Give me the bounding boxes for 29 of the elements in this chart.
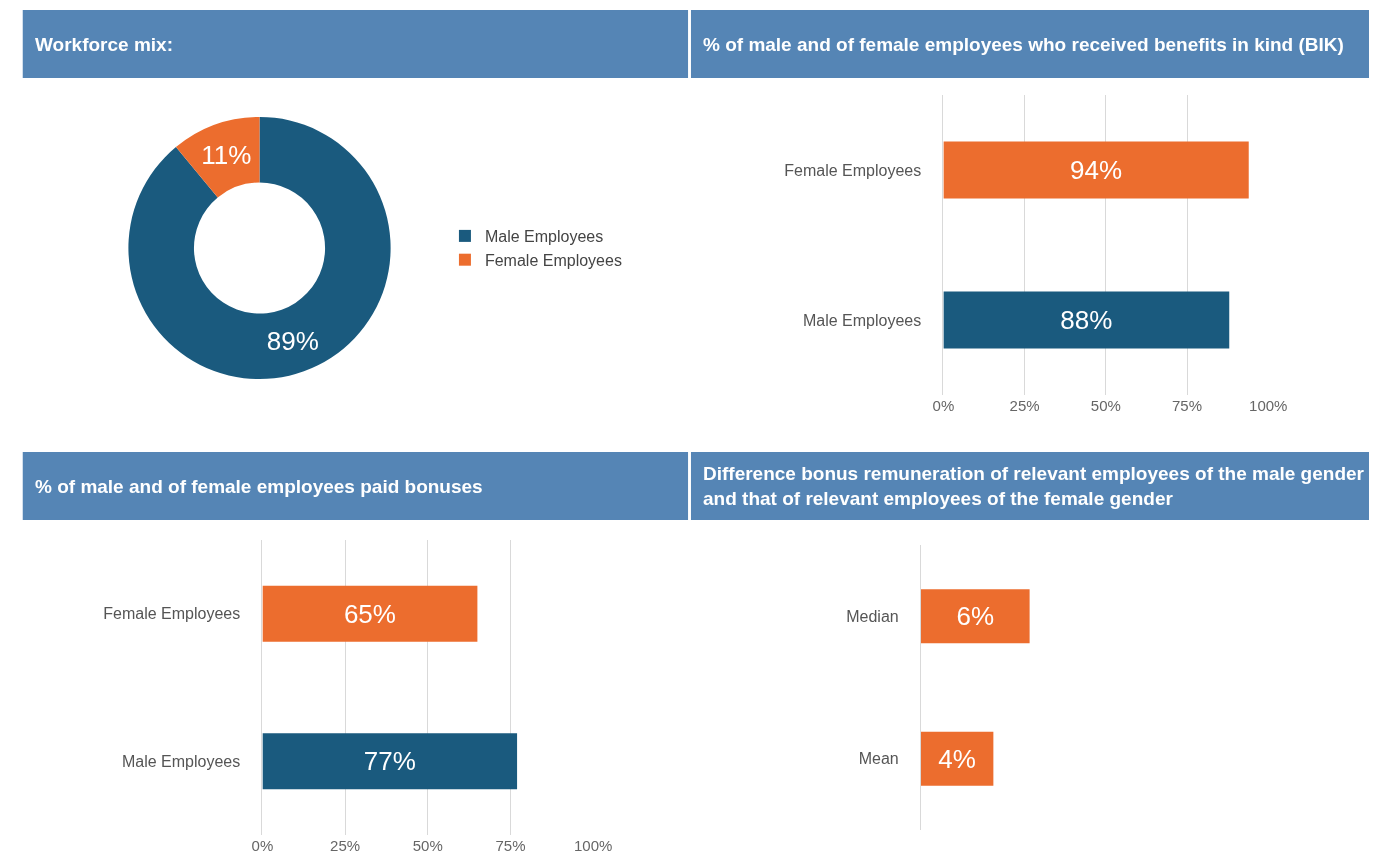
chart-title: Difference bonus remuneration of relevant employees of the male gender and that of relevant employees of the female gender <box>703 463 1365 509</box>
chart-title: % of male and of female employees paid bonuses <box>35 476 483 497</box>
legend-label: Male Employees <box>484 228 604 246</box>
data-label: 89% <box>266 325 319 356</box>
x-tick-label: 0% <box>932 397 955 414</box>
y-tick-label: Male Employees <box>802 311 922 329</box>
x-tick-label: 75% <box>495 837 526 854</box>
x-tick-label: 50% <box>1090 397 1121 414</box>
chart-title: % of male and of female employees who received benefits in kind (BIK) <box>703 34 1344 55</box>
y-tick-label: Mean <box>858 750 899 768</box>
x-tick-label: 25% <box>330 837 361 854</box>
data-label: 77% <box>363 746 416 777</box>
x-tick-label: 50% <box>412 837 443 854</box>
x-tick-label: 100% <box>1249 397 1288 414</box>
data-label: 6% <box>956 601 995 632</box>
data-label: 11% <box>201 140 252 171</box>
donut-slice <box>175 116 260 198</box>
y-tick-label: Median <box>846 607 899 625</box>
legend-label: Female Employees <box>484 251 622 269</box>
data-label: 94% <box>1070 155 1123 185</box>
data-label: 65% <box>343 598 396 629</box>
x-tick-label: 25% <box>1009 397 1040 414</box>
data-label: 88% <box>1060 305 1113 335</box>
donut-slice <box>128 116 391 380</box>
chart-title: Workforce mix: <box>35 34 173 55</box>
x-tick-label: 75% <box>1172 397 1203 414</box>
data-label: 4% <box>938 743 976 774</box>
x-tick-label: 0% <box>251 837 274 854</box>
x-tick-label: 100% <box>573 837 613 854</box>
